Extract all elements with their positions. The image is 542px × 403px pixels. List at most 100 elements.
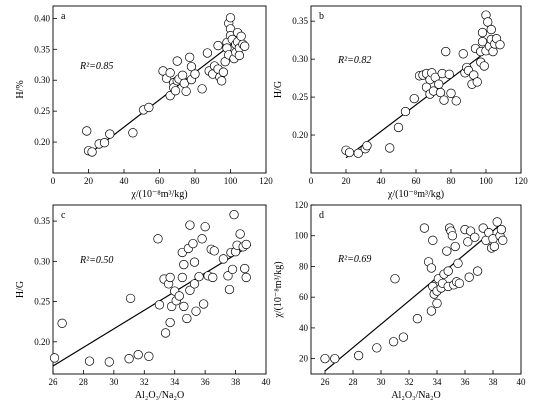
x-tick-label: 100 xyxy=(224,176,238,186)
data-point xyxy=(160,328,171,338)
data-point xyxy=(426,306,437,316)
data-point xyxy=(153,234,163,244)
data-point xyxy=(144,351,154,361)
data-point xyxy=(458,49,468,59)
data-point xyxy=(495,40,505,50)
y-tick-label: 0.35 xyxy=(34,216,50,226)
data-point xyxy=(477,37,488,47)
data-point xyxy=(87,147,97,157)
data-point xyxy=(428,235,438,245)
y-tick-label: 0.30 xyxy=(34,256,50,266)
panel-letter: c xyxy=(61,210,66,221)
data-point xyxy=(144,102,154,113)
x-tick-label: 0 xyxy=(309,176,314,186)
y-tick-label: 0.30 xyxy=(292,54,308,64)
data-point xyxy=(99,138,110,148)
data-point xyxy=(191,306,201,316)
data-point xyxy=(390,274,400,284)
y-tick-label: 80 xyxy=(299,261,309,271)
data-point xyxy=(353,148,363,158)
panel-a: 0 20 40 60 80 100 120 0.20 0.25 0.30 0.35 0.40 χ/(10… xyxy=(15,5,273,200)
y-tick-label: 0.20 xyxy=(292,130,308,140)
data-point xyxy=(82,126,92,136)
x-tick-label: 120 xyxy=(259,176,273,186)
data-point xyxy=(133,350,143,360)
x-axis-label: χ/(10⁻⁸m³/kg) xyxy=(387,189,444,200)
data-point xyxy=(189,257,200,267)
panel-b: 0 20 40 60 80 100 120 0.20 0.25 0.30 0.35 χ/(10⁻⁸m³… xyxy=(273,5,528,200)
data-point xyxy=(498,235,508,245)
data-point xyxy=(453,258,463,269)
data-point xyxy=(200,222,210,232)
data-point xyxy=(223,271,233,281)
data-point xyxy=(479,61,489,71)
x-tick-label: 60 xyxy=(412,176,422,186)
data-point xyxy=(412,314,423,324)
data-point xyxy=(444,69,454,79)
data-point xyxy=(241,239,251,250)
data-point xyxy=(483,17,493,27)
panel-d: 26 28 30 32 34 36 38 40 20 40 60 80 100 120 Al₂O₃/Na₂O… xyxy=(273,200,526,401)
data-point xyxy=(362,141,372,151)
x-tick-label: 36 xyxy=(201,377,211,387)
data-point xyxy=(185,220,195,230)
x-tick-label: 20 xyxy=(84,176,94,186)
data-point xyxy=(125,293,136,304)
x-tick-label: 20 xyxy=(342,176,352,186)
y-tick-label: 100 xyxy=(295,231,309,241)
data-point xyxy=(185,285,195,295)
data-point xyxy=(104,357,114,367)
regression-line xyxy=(52,244,252,367)
data-point xyxy=(240,263,250,274)
data-point xyxy=(393,122,404,133)
x-tick-label: 32 xyxy=(140,377,149,387)
r-squared-annotation: R²=0.82 xyxy=(337,55,371,66)
x-tick-label: 38 xyxy=(489,377,499,387)
y-tick-label: 0.25 xyxy=(292,92,308,102)
x-tick-label: 100 xyxy=(479,176,493,186)
data-point xyxy=(441,46,451,57)
data-point xyxy=(472,266,483,276)
data-point xyxy=(447,231,458,241)
data-point xyxy=(218,67,229,77)
data-point xyxy=(486,24,496,35)
x-tick-label: 40 xyxy=(120,176,130,186)
data-point xyxy=(202,48,213,58)
data-point xyxy=(240,41,250,51)
x-tick-label: 40 xyxy=(377,176,387,186)
data-point xyxy=(229,210,239,220)
x-tick-label: 60 xyxy=(155,176,165,186)
data-point xyxy=(330,353,340,364)
data-point xyxy=(372,343,382,353)
data-point xyxy=(477,27,488,38)
regression-line xyxy=(345,43,497,159)
y-tick-label: 0.25 xyxy=(34,106,50,116)
data-point xyxy=(442,246,452,256)
data-point xyxy=(451,96,461,106)
x-axis-label: Al₂O₃/Na₂O xyxy=(391,390,440,401)
x-tick-label: 0 xyxy=(51,176,56,186)
data-point xyxy=(234,50,245,61)
data-point xyxy=(84,356,95,366)
panel-letter: a xyxy=(61,11,66,22)
x-tick-label: 26 xyxy=(49,377,59,387)
data-point xyxy=(177,272,187,283)
data-point xyxy=(105,129,115,139)
y-axis-label: H/% xyxy=(15,80,26,98)
data-point xyxy=(470,232,480,242)
data-point xyxy=(450,241,460,252)
y-axis-label: χ/(10⁻⁸m³/kg) xyxy=(273,261,284,318)
data-point xyxy=(492,217,502,227)
x-tick-label: 80 xyxy=(191,176,201,186)
data-point xyxy=(216,76,227,86)
data-point xyxy=(208,272,218,283)
data-point xyxy=(434,79,444,89)
data-point xyxy=(185,52,195,62)
x-tick-label: 26 xyxy=(321,377,331,387)
x-tick-label: 40 xyxy=(262,377,272,387)
data-point xyxy=(398,332,409,342)
data-point xyxy=(320,353,330,364)
x-tick-label: 120 xyxy=(514,176,528,186)
data-point xyxy=(170,86,181,96)
data-point xyxy=(439,95,449,105)
